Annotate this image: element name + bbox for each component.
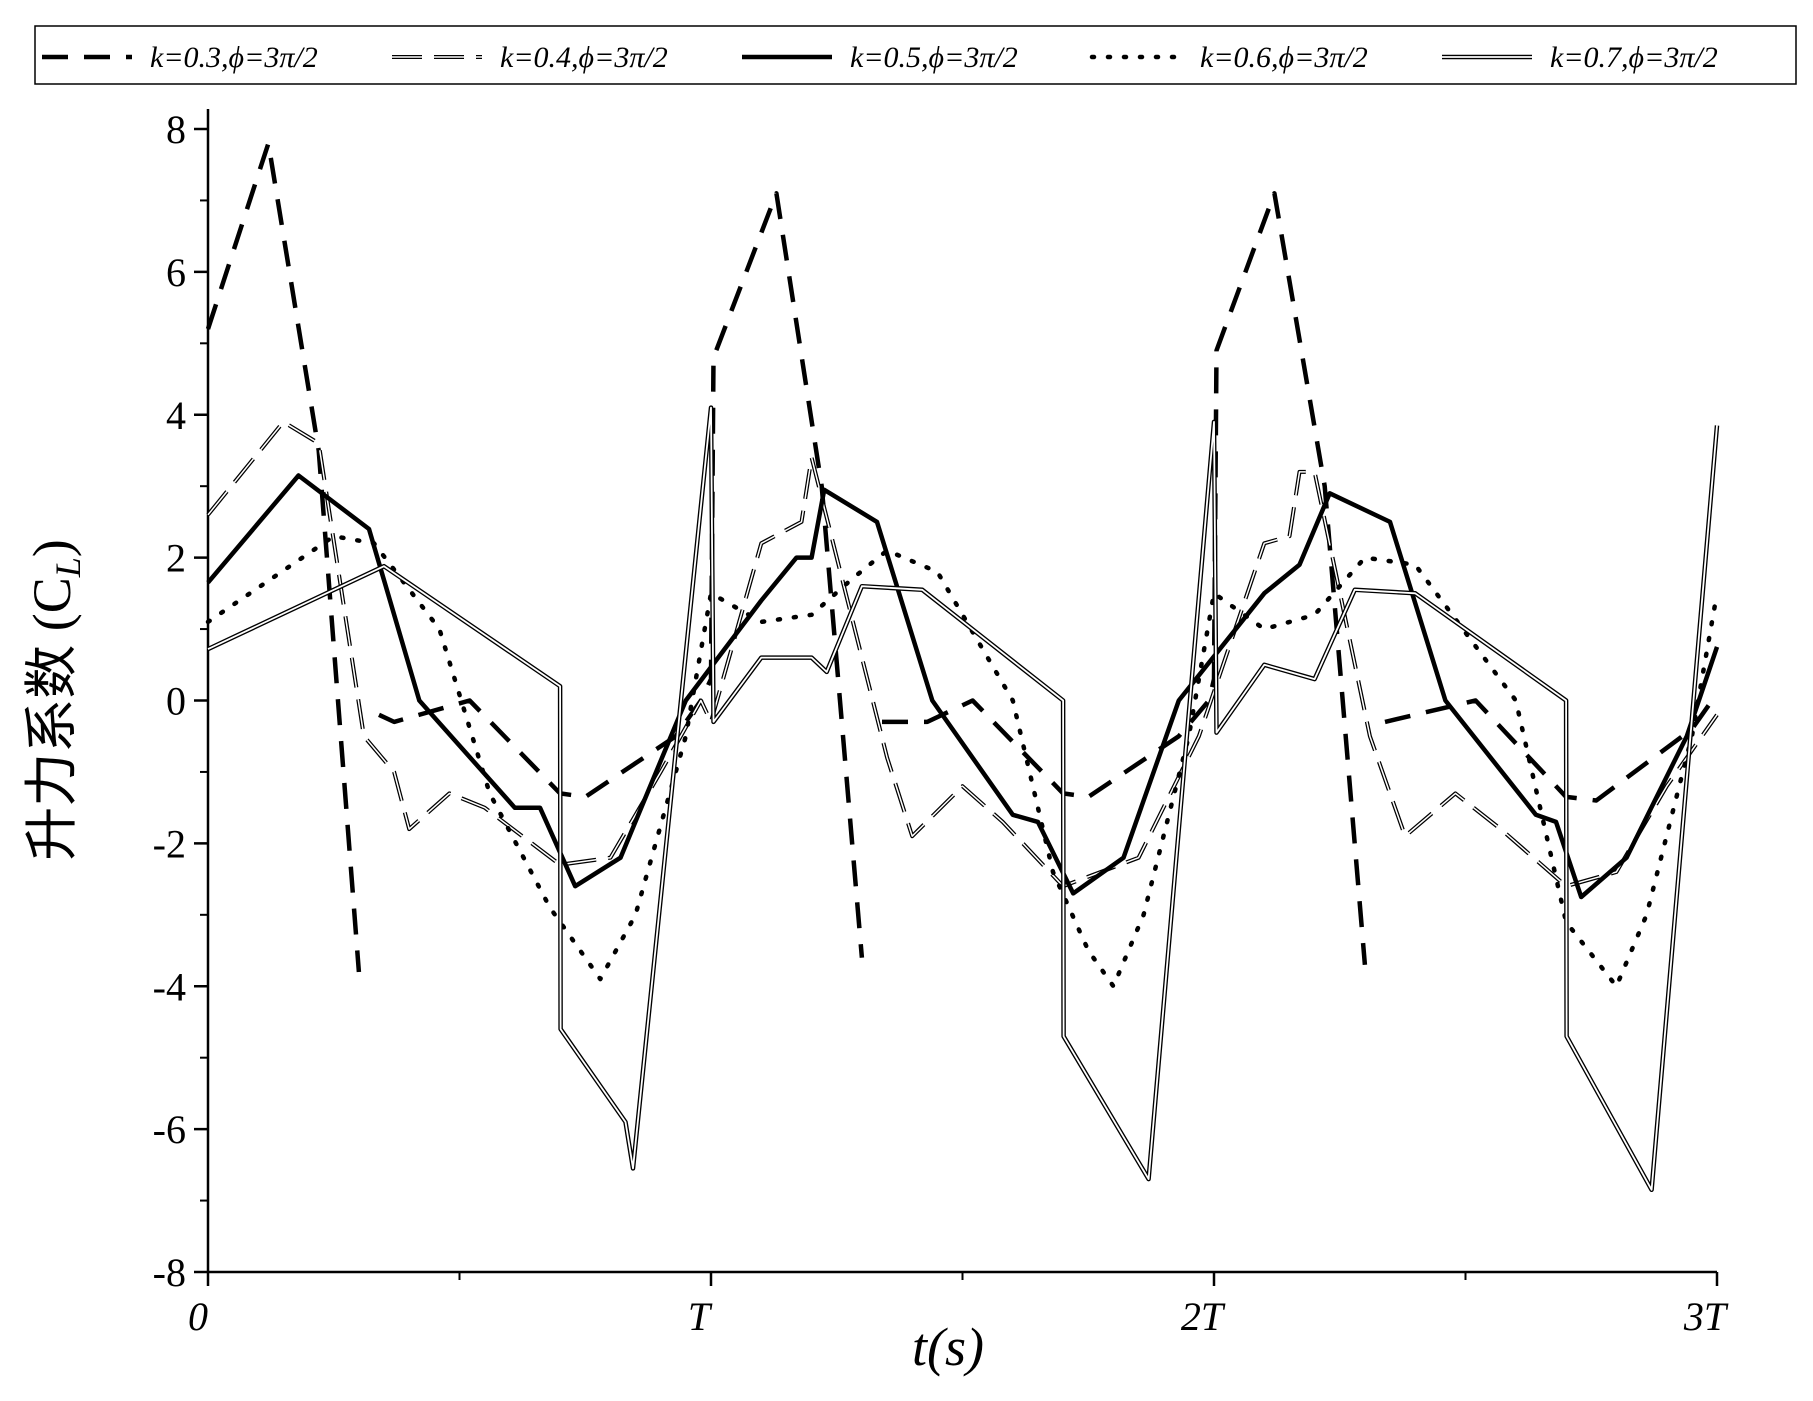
x-tick-label: 0 bbox=[188, 1294, 208, 1339]
y-label-main: 升力系数 (C bbox=[22, 577, 82, 861]
y-tick-label: 6 bbox=[166, 250, 186, 295]
series-line bbox=[207, 405, 1720, 1193]
legend-label: k=0.5,ϕ=3π/2 bbox=[850, 41, 1018, 74]
x-tick-label: 2T bbox=[1181, 1294, 1226, 1339]
y-tick-label: -6 bbox=[153, 1107, 186, 1152]
x-tick-label: 3T bbox=[1683, 1294, 1729, 1339]
y-tick-label: -8 bbox=[153, 1250, 186, 1295]
x-axis-label: t(s) bbox=[912, 1317, 984, 1377]
y-tick-label: 2 bbox=[166, 536, 186, 581]
y-tick-label: -2 bbox=[153, 821, 186, 866]
series-line-inner bbox=[207, 421, 1718, 887]
legend-label: k=0.3,ϕ=3π/2 bbox=[150, 41, 318, 74]
y-tick-label: 4 bbox=[166, 393, 186, 438]
series-line-inner bbox=[207, 406, 1718, 1191]
y-axis-label: 升力系数 (CL) bbox=[22, 539, 88, 861]
legend-box bbox=[34, 25, 1797, 85]
y-tick-label: -4 bbox=[153, 964, 186, 1009]
legend-label: k=0.4,ϕ=3π/2 bbox=[500, 41, 668, 74]
y-tick-label: 0 bbox=[166, 679, 186, 724]
series-line bbox=[205, 141, 1719, 973]
y-tick-label: 8 bbox=[166, 107, 186, 152]
x-tick-label: T bbox=[688, 1294, 713, 1339]
y-label-end: ) bbox=[22, 539, 82, 557]
legend-label: k=0.6,ϕ=3π/2 bbox=[1200, 41, 1368, 74]
series-line bbox=[206, 419, 1719, 889]
y-label-sub: L bbox=[48, 557, 88, 578]
series-line bbox=[206, 473, 1720, 900]
legend-label: k=0.7,ϕ=3π/2 bbox=[1550, 41, 1718, 74]
